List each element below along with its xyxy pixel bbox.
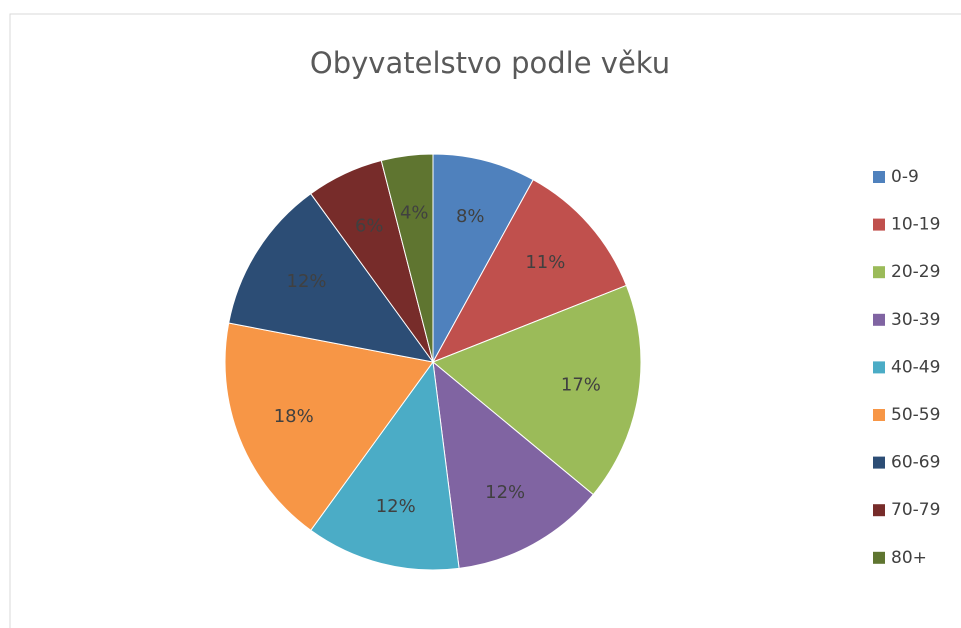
legend-swatch	[873, 171, 885, 183]
legend-label: 70-79	[891, 500, 940, 520]
data-label: 12%	[287, 271, 327, 292]
chart-title: Obyvatelstvo podle věku	[310, 46, 670, 80]
legend-swatch	[873, 266, 885, 279]
legend-label: 60-69	[891, 453, 940, 473]
data-label: 12%	[485, 482, 525, 503]
legend-swatch	[873, 409, 885, 421]
legend-label: 10-19	[891, 215, 940, 235]
legend-label: 40-49	[891, 357, 940, 377]
pie-slice	[228, 193, 435, 363]
pie-slice	[432, 153, 534, 363]
data-label: 6%	[355, 215, 384, 236]
pie-slice	[432, 360, 594, 569]
pie-slice	[431, 179, 628, 363]
pie-slice	[380, 153, 434, 363]
legend-label: 80+	[891, 548, 927, 568]
data-label: 18%	[274, 406, 314, 427]
legend-swatch	[873, 551, 885, 564]
pie-slice	[310, 360, 460, 571]
legend-swatch	[873, 504, 885, 517]
legend-swatch	[873, 361, 885, 374]
legend-swatch	[873, 218, 885, 231]
data-label: 12%	[376, 496, 416, 517]
legend-label: 20-29	[891, 262, 940, 282]
legend-label: 50-59	[891, 405, 940, 425]
data-label: 4%	[400, 202, 429, 223]
data-label: 17%	[561, 374, 601, 395]
legend-label: 30-39	[891, 310, 940, 330]
legend-swatch	[873, 456, 885, 469]
pie-slice	[224, 322, 434, 531]
pie-slice	[432, 284, 642, 496]
data-label: 8%	[456, 206, 485, 227]
data-label: 11%	[525, 252, 565, 273]
legend-label: 0-9	[891, 167, 919, 187]
legend-swatch	[873, 313, 885, 326]
